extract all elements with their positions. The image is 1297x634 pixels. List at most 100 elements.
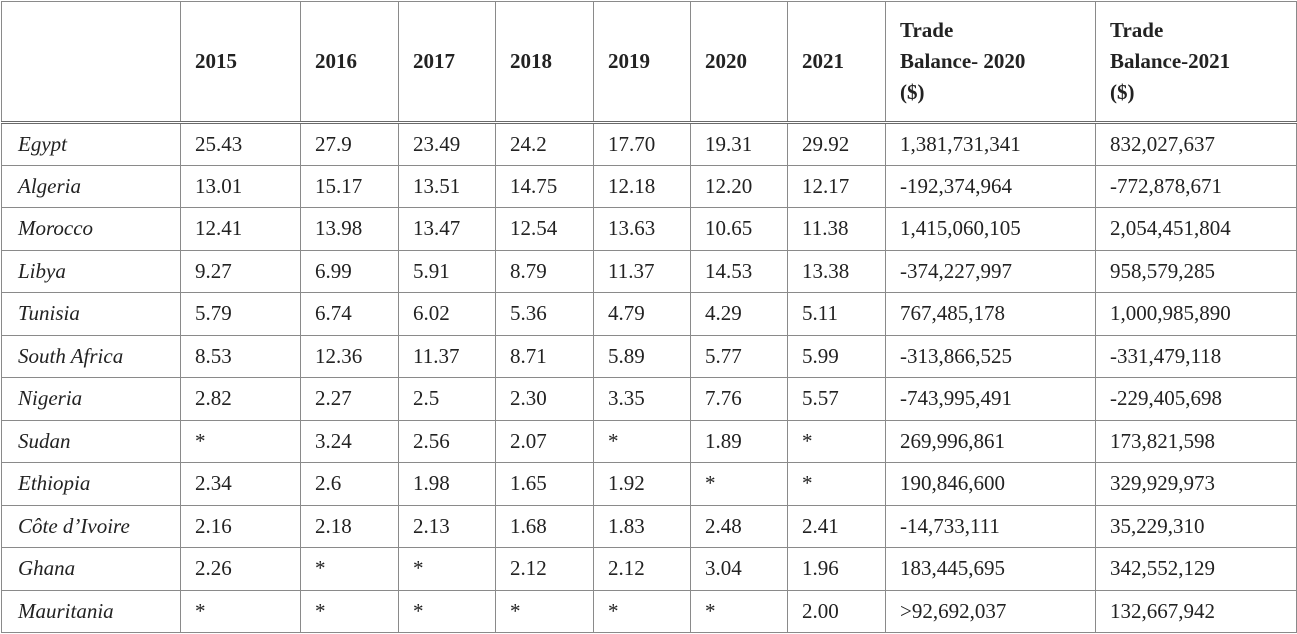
table-cell: 5.79 <box>180 292 301 336</box>
table-cell: 12.54 <box>495 207 594 251</box>
column-header: 2020 <box>690 1 788 124</box>
table-cell: 1.68 <box>495 504 594 548</box>
header-row: 2015 2016 2017 2018 2019 2020 2021 Trade Balanc… <box>1 1 1297 124</box>
table-cell: 2.12 <box>593 547 691 591</box>
row-label: Ghana <box>1 547 181 591</box>
table-cell: 19.31 <box>690 122 788 166</box>
table-body: Egypt 25.43 27.9 23.49 24.2 17.70 19.31 29.92 1,… <box>1 122 1297 633</box>
table-cell: 2.56 <box>398 419 496 463</box>
row-label: Sudan <box>1 419 181 463</box>
table-cell: 24.2 <box>495 122 594 166</box>
table-cell: 2.26 <box>180 547 301 591</box>
column-header: Trade Balance- 2020 ($) <box>885 1 1096 124</box>
table-cell: 1.96 <box>787 547 886 591</box>
table-row: Egypt 25.43 27.9 23.49 24.2 17.70 19.31 29.92 1,… <box>1 122 1297 166</box>
table-cell: 1,000,985,890 <box>1095 292 1297 336</box>
table-cell: 13.01 <box>180 164 301 208</box>
column-header: Trade Balance-2021 ($) <box>1095 1 1297 124</box>
column-header: 2017 <box>398 1 496 124</box>
table-cell: 13.51 <box>398 164 496 208</box>
table-cell: 342,552,129 <box>1095 547 1297 591</box>
table-cell: 173,821,598 <box>1095 419 1297 463</box>
table-cell: 7.76 <box>690 377 788 421</box>
table-cell: * <box>300 547 399 591</box>
table-row: Morocco 12.41 13.98 13.47 12.54 13.63 10.65 11.… <box>1 207 1297 251</box>
table-cell: * <box>180 419 301 463</box>
table-cell: 13.63 <box>593 207 691 251</box>
table-cell: 183,445,695 <box>885 547 1096 591</box>
table-cell: 2,054,451,804 <box>1095 207 1297 251</box>
table-cell: 832,027,637 <box>1095 122 1297 166</box>
table-cell: 12.17 <box>787 164 886 208</box>
table-cell: 6.02 <box>398 292 496 336</box>
table-cell: 29.92 <box>787 122 886 166</box>
table-cell: 2.5 <box>398 377 496 421</box>
table-cell: 13.98 <box>300 207 399 251</box>
table-cell: -743,995,491 <box>885 377 1096 421</box>
table-cell: 1,415,060,105 <box>885 207 1096 251</box>
table-cell: * <box>787 462 886 506</box>
table-cell: 1.65 <box>495 462 594 506</box>
table-cell: 6.74 <box>300 292 399 336</box>
table-cell: 11.37 <box>398 334 496 378</box>
table-cell: 269,996,861 <box>885 419 1096 463</box>
table-row: South Africa 8.53 12.36 11.37 8.71 5.89 5.77 5.… <box>1 334 1297 378</box>
table-cell: 8.79 <box>495 249 594 293</box>
table-cell: 2.41 <box>787 504 886 548</box>
table-cell: 5.36 <box>495 292 594 336</box>
table-cell: 2.13 <box>398 504 496 548</box>
table-cell: 1.83 <box>593 504 691 548</box>
table-cell: 4.29 <box>690 292 788 336</box>
row-label: Morocco <box>1 207 181 251</box>
table-cell: 2.34 <box>180 462 301 506</box>
table-row: Côte d’Ivoire 2.16 2.18 2.13 1.68 1.83 2.48 2.4… <box>1 504 1297 548</box>
table-cell: 10.65 <box>690 207 788 251</box>
table-cell: -192,374,964 <box>885 164 1096 208</box>
table-cell: 1.89 <box>690 419 788 463</box>
row-label: Egypt <box>1 122 181 166</box>
table-cell: 2.30 <box>495 377 594 421</box>
table-cell: 2.6 <box>300 462 399 506</box>
table-cell: 12.36 <box>300 334 399 378</box>
row-label: Tunisia <box>1 292 181 336</box>
table-row: Algeria 13.01 15.17 13.51 14.75 12.18 12.20 12.… <box>1 164 1297 208</box>
row-label: Nigeria <box>1 377 181 421</box>
table-cell: 2.07 <box>495 419 594 463</box>
table-cell: 5.57 <box>787 377 886 421</box>
table-cell: 12.41 <box>180 207 301 251</box>
table-cell: 2.12 <box>495 547 594 591</box>
table-cell: -229,405,698 <box>1095 377 1297 421</box>
table-cell: 27.9 <box>300 122 399 166</box>
table-cell: 11.38 <box>787 207 886 251</box>
table-header: 2015 2016 2017 2018 2019 2020 2021 Trade Balanc… <box>1 1 1297 124</box>
table-cell: * <box>398 547 496 591</box>
table-cell: 2.48 <box>690 504 788 548</box>
table-cell: 132,667,942 <box>1095 589 1297 633</box>
table-row: Ghana 2.26 * * 2.12 2.12 3.04 1.96 183,445,695 34… <box>1 547 1297 591</box>
table-cell: 3.35 <box>593 377 691 421</box>
table-cell: * <box>398 589 496 633</box>
column-header: 2016 <box>300 1 399 124</box>
table-cell: 1,381,731,341 <box>885 122 1096 166</box>
row-label: Mauritania <box>1 589 181 633</box>
table-cell: 1.98 <box>398 462 496 506</box>
table-cell: 329,929,973 <box>1095 462 1297 506</box>
corner-cell <box>1 1 181 124</box>
table-cell: -772,878,671 <box>1095 164 1297 208</box>
row-label: Ethiopia <box>1 462 181 506</box>
table-cell: 25.43 <box>180 122 301 166</box>
table-cell: * <box>300 589 399 633</box>
table-cell: * <box>593 419 691 463</box>
table-cell: 14.53 <box>690 249 788 293</box>
table-cell: 6.99 <box>300 249 399 293</box>
table-cell: 14.75 <box>495 164 594 208</box>
table-cell: -331,479,118 <box>1095 334 1297 378</box>
table-cell: 2.16 <box>180 504 301 548</box>
table-cell: * <box>690 589 788 633</box>
table-cell: 767,485,178 <box>885 292 1096 336</box>
table-cell: 8.71 <box>495 334 594 378</box>
table-row: Libya 9.27 6.99 5.91 8.79 11.37 14.53 13.38 -374… <box>1 249 1297 293</box>
table-cell: 5.91 <box>398 249 496 293</box>
table-cell: 13.38 <box>787 249 886 293</box>
